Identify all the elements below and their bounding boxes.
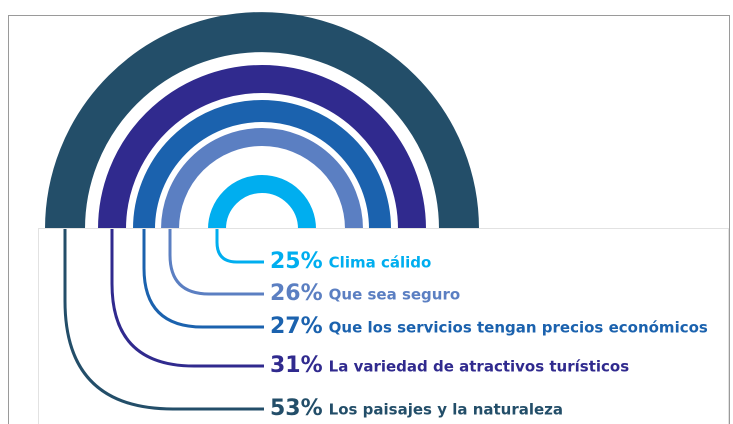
labels: 25% Clima cálido 26% Que sea seguro 27% Que l… — [63, 229, 708, 421]
label-panel — [38, 228, 729, 424]
leader-line — [142, 229, 264, 329]
arc — [133, 100, 391, 230]
arc — [208, 175, 316, 230]
category-label: Que sea seguro — [329, 286, 461, 304]
category-label: Los paisajes y la naturaleza — [329, 401, 563, 419]
category-label: Que los servicios tengan precios económi… — [329, 319, 708, 337]
value-label: 53% — [270, 396, 323, 421]
leader-line — [63, 229, 264, 411]
leader-line — [168, 229, 264, 296]
category-label: Clima cálido — [329, 254, 432, 272]
value-label: 27% — [270, 314, 323, 339]
arc — [45, 12, 479, 230]
value-label: 31% — [270, 353, 323, 378]
value-label: 25% — [270, 249, 323, 274]
leader-line — [110, 229, 264, 368]
arc — [161, 128, 363, 230]
category-label: La variedad de atractivos turísticos — [329, 358, 630, 376]
arcs — [45, 12, 479, 230]
arc — [98, 65, 426, 230]
leader-line — [215, 229, 264, 264]
value-label: 26% — [270, 281, 323, 306]
